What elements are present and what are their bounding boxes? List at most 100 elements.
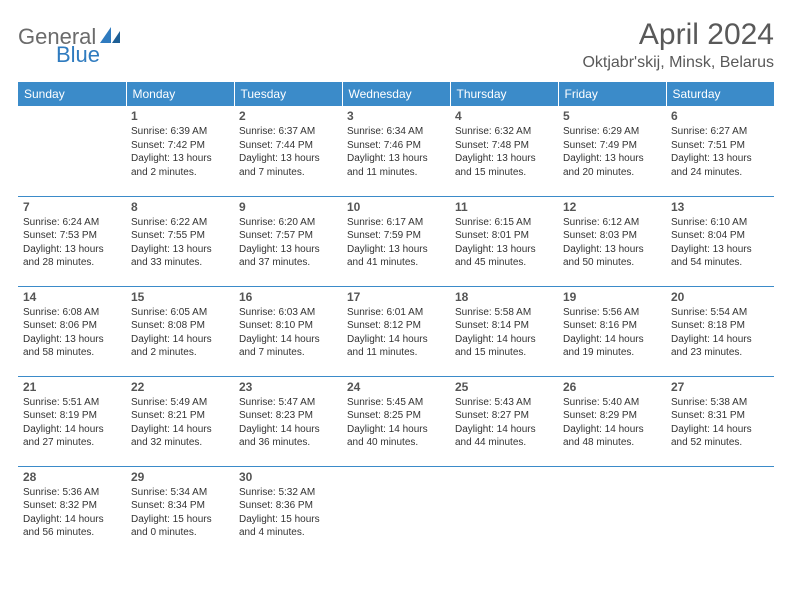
daylight-text: Daylight: 13 hours xyxy=(131,152,229,166)
sunset-text: Sunset: 8:31 PM xyxy=(671,409,769,423)
sunset-text: Sunset: 8:03 PM xyxy=(563,229,661,243)
sunset-text: Sunset: 7:51 PM xyxy=(671,139,769,153)
daylight-text: Daylight: 13 hours xyxy=(347,152,445,166)
sunrise-text: Sunrise: 6:27 AM xyxy=(671,125,769,139)
sunrise-text: Sunrise: 5:38 AM xyxy=(671,396,769,410)
daylight-text: Daylight: 13 hours xyxy=(563,152,661,166)
day-number: 27 xyxy=(671,380,769,394)
calendar-cell: 28Sunrise: 5:36 AMSunset: 8:32 PMDayligh… xyxy=(18,466,126,556)
daylight-text: Daylight: 15 hours xyxy=(239,513,337,527)
daylight-text: and 4 minutes. xyxy=(239,526,337,540)
sunset-text: Sunset: 7:59 PM xyxy=(347,229,445,243)
calendar-table: SundayMondayTuesdayWednesdayThursdayFrid… xyxy=(18,82,774,556)
day-number: 2 xyxy=(239,109,337,123)
sunrise-text: Sunrise: 5:56 AM xyxy=(563,306,661,320)
daylight-text: and 44 minutes. xyxy=(455,436,553,450)
calendar-cell: 19Sunrise: 5:56 AMSunset: 8:16 PMDayligh… xyxy=(558,286,666,376)
sunset-text: Sunset: 8:29 PM xyxy=(563,409,661,423)
daylight-text: and 56 minutes. xyxy=(23,526,121,540)
sunrise-text: Sunrise: 5:47 AM xyxy=(239,396,337,410)
daylight-text: and 58 minutes. xyxy=(23,346,121,360)
calendar-cell xyxy=(18,106,126,196)
daylight-text: Daylight: 13 hours xyxy=(131,243,229,257)
sunset-text: Sunset: 8:01 PM xyxy=(455,229,553,243)
sunset-text: Sunset: 7:53 PM xyxy=(23,229,121,243)
day-number: 8 xyxy=(131,200,229,214)
sunrise-text: Sunrise: 6:05 AM xyxy=(131,306,229,320)
calendar-cell: 16Sunrise: 6:03 AMSunset: 8:10 PMDayligh… xyxy=(234,286,342,376)
sunset-text: Sunset: 8:27 PM xyxy=(455,409,553,423)
daylight-text: Daylight: 14 hours xyxy=(239,333,337,347)
sunset-text: Sunset: 7:42 PM xyxy=(131,139,229,153)
day-number: 29 xyxy=(131,470,229,484)
daylight-text: and 2 minutes. xyxy=(131,166,229,180)
daylight-text: Daylight: 13 hours xyxy=(671,243,769,257)
day-header: Saturday xyxy=(666,82,774,106)
day-number: 17 xyxy=(347,290,445,304)
daylight-text: Daylight: 14 hours xyxy=(563,423,661,437)
calendar-cell: 15Sunrise: 6:05 AMSunset: 8:08 PMDayligh… xyxy=(126,286,234,376)
calendar-week-row: 21Sunrise: 5:51 AMSunset: 8:19 PMDayligh… xyxy=(18,376,774,466)
daylight-text: Daylight: 13 hours xyxy=(239,152,337,166)
calendar-cell: 7 Sunrise: 6:24 AMSunset: 7:53 PMDaylight… xyxy=(18,196,126,286)
daylight-text: and 19 minutes. xyxy=(563,346,661,360)
daylight-text: Daylight: 13 hours xyxy=(23,243,121,257)
sunset-text: Sunset: 8:04 PM xyxy=(671,229,769,243)
daylight-text: Daylight: 14 hours xyxy=(23,513,121,527)
calendar-cell: 4Sunrise: 6:32 AMSunset: 7:48 PMDaylight… xyxy=(450,106,558,196)
sunrise-text: Sunrise: 6:17 AM xyxy=(347,216,445,230)
calendar-cell: 11Sunrise: 6:15 AMSunset: 8:01 PMDayligh… xyxy=(450,196,558,286)
day-number: 12 xyxy=(563,200,661,214)
daylight-text: Daylight: 14 hours xyxy=(455,423,553,437)
daylight-text: and 24 minutes. xyxy=(671,166,769,180)
sunset-text: Sunset: 7:48 PM xyxy=(455,139,553,153)
day-number: 7 xyxy=(23,200,121,214)
sunrise-text: Sunrise: 5:54 AM xyxy=(671,306,769,320)
sunset-text: Sunset: 7:57 PM xyxy=(239,229,337,243)
calendar-cell: 1 Sunrise: 6:39 AMSunset: 7:42 PMDaylight… xyxy=(126,106,234,196)
calendar-week-row: 28Sunrise: 5:36 AMSunset: 8:32 PMDayligh… xyxy=(18,466,774,556)
day-number: 4 xyxy=(455,109,553,123)
daylight-text: and 50 minutes. xyxy=(563,256,661,270)
day-number: 1 xyxy=(131,109,229,123)
sunset-text: Sunset: 8:14 PM xyxy=(455,319,553,333)
daylight-text: Daylight: 14 hours xyxy=(239,423,337,437)
sunrise-text: Sunrise: 6:10 AM xyxy=(671,216,769,230)
sunrise-text: Sunrise: 6:20 AM xyxy=(239,216,337,230)
calendar-cell: 9Sunrise: 6:20 AMSunset: 7:57 PMDaylight… xyxy=(234,196,342,286)
day-header: Friday xyxy=(558,82,666,106)
day-number: 18 xyxy=(455,290,553,304)
daylight-text: Daylight: 14 hours xyxy=(671,423,769,437)
daylight-text: and 23 minutes. xyxy=(671,346,769,360)
calendar-week-row: 14Sunrise: 6:08 AMSunset: 8:06 PMDayligh… xyxy=(18,286,774,376)
sunrise-text: Sunrise: 6:24 AM xyxy=(23,216,121,230)
daylight-text: Daylight: 14 hours xyxy=(347,333,445,347)
sunrise-text: Sunrise: 6:29 AM xyxy=(563,125,661,139)
sunrise-text: Sunrise: 6:22 AM xyxy=(131,216,229,230)
day-number: 10 xyxy=(347,200,445,214)
day-header: Tuesday xyxy=(234,82,342,106)
day-number: 21 xyxy=(23,380,121,394)
daylight-text: and 32 minutes. xyxy=(131,436,229,450)
daylight-text: and 0 minutes. xyxy=(131,526,229,540)
daylight-text: and 37 minutes. xyxy=(239,256,337,270)
daylight-text: and 28 minutes. xyxy=(23,256,121,270)
sunrise-text: Sunrise: 6:39 AM xyxy=(131,125,229,139)
daylight-text: Daylight: 13 hours xyxy=(455,243,553,257)
calendar-cell xyxy=(450,466,558,556)
day-number: 14 xyxy=(23,290,121,304)
sunset-text: Sunset: 7:44 PM xyxy=(239,139,337,153)
sunset-text: Sunset: 8:25 PM xyxy=(347,409,445,423)
day-number: 6 xyxy=(671,109,769,123)
logo-sail-icon xyxy=(100,27,122,50)
daylight-text: and 41 minutes. xyxy=(347,256,445,270)
calendar-body: 1Sunrise: 6:39 AMSunset: 7:42 PMDaylight… xyxy=(18,106,774,556)
sunrise-text: Sunrise: 5:49 AM xyxy=(131,396,229,410)
calendar-cell: 8Sunrise: 6:22 AMSunset: 7:55 PMDaylight… xyxy=(126,196,234,286)
sunset-text: Sunset: 8:12 PM xyxy=(347,319,445,333)
sunrise-text: Sunrise: 6:34 AM xyxy=(347,125,445,139)
location-text: Oktjabr'skij, Minsk, Belarus xyxy=(582,54,774,72)
calendar-cell: 23Sunrise: 5:47 AMSunset: 8:23 PMDayligh… xyxy=(234,376,342,466)
day-header: Thursday xyxy=(450,82,558,106)
sunrise-text: Sunrise: 6:12 AM xyxy=(563,216,661,230)
